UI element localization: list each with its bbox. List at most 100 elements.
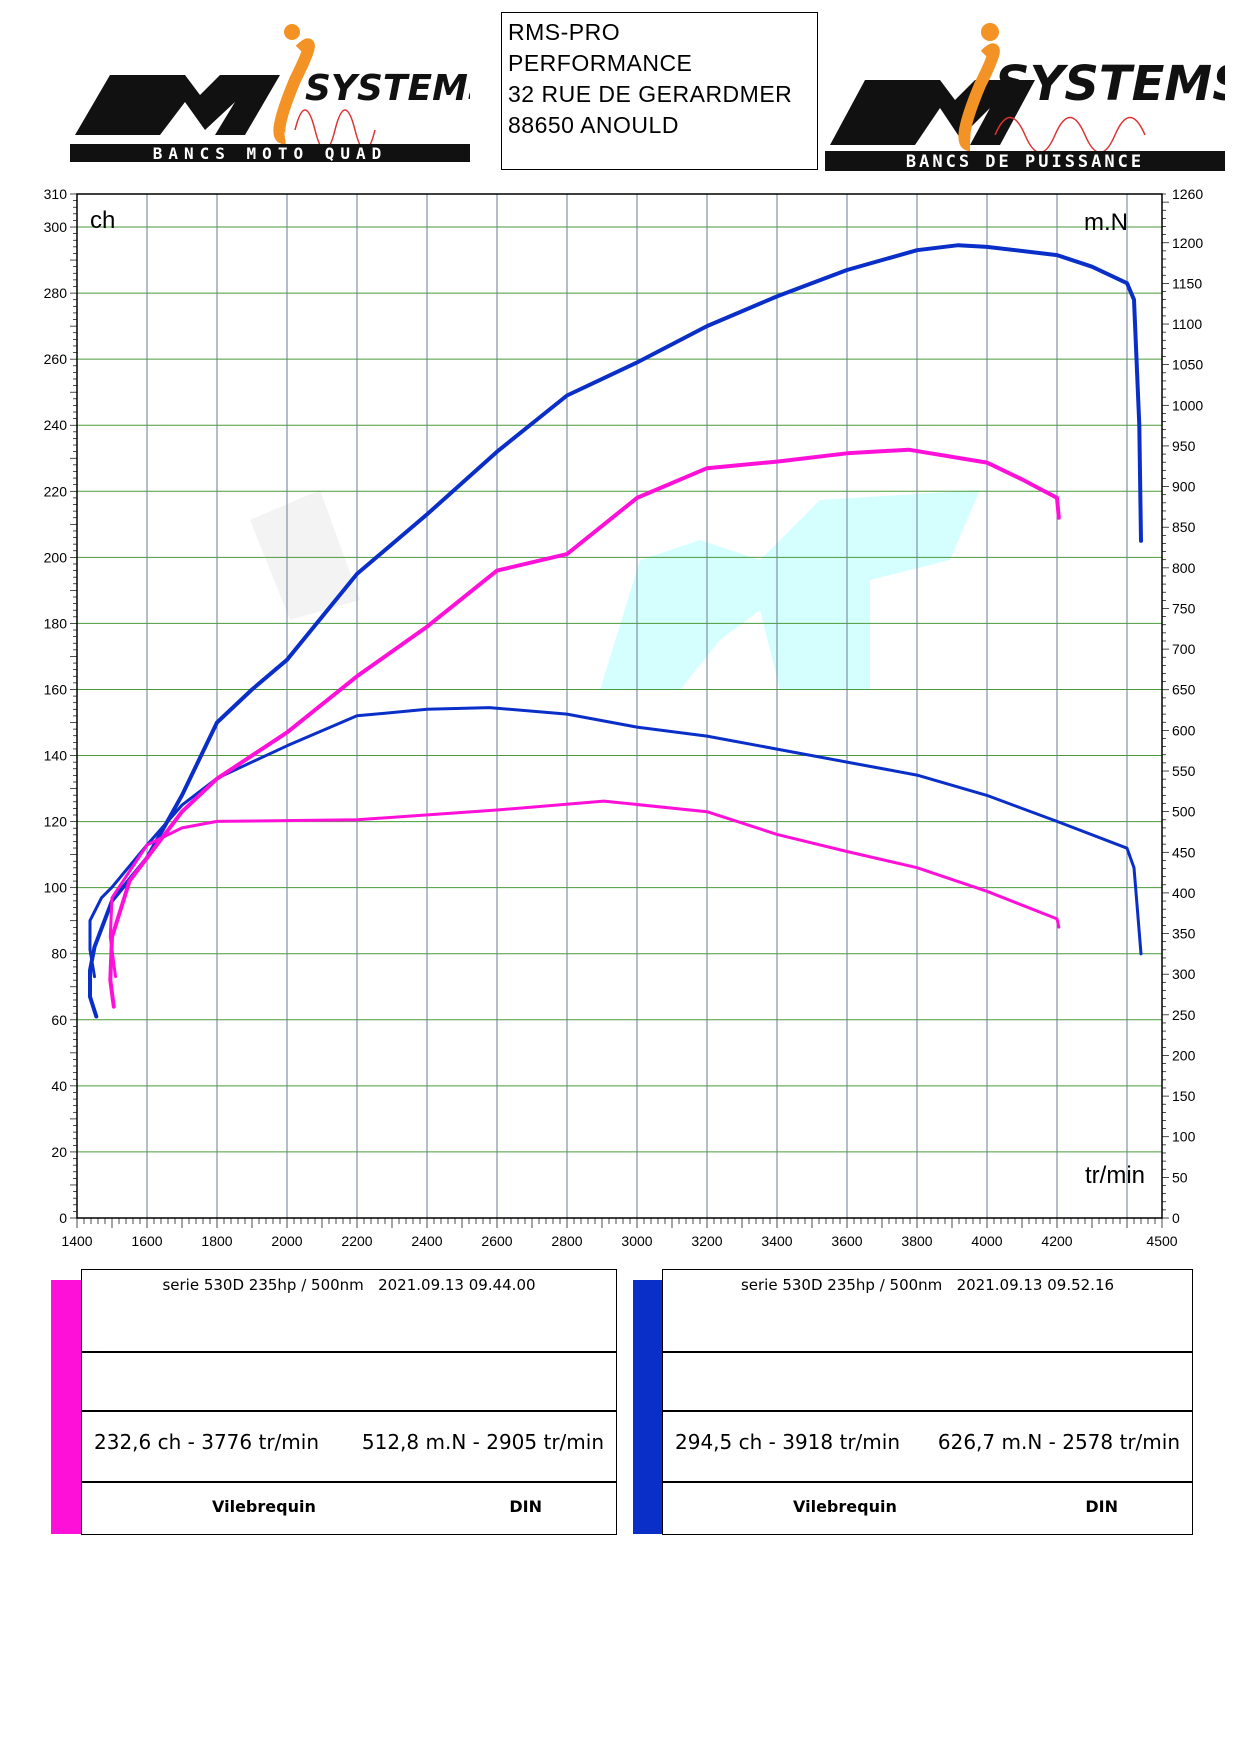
y2-tick-label: 1200 bbox=[1172, 235, 1203, 251]
x-tick-label: 1600 bbox=[131, 1233, 162, 1249]
x-tick-label: 2800 bbox=[551, 1233, 582, 1249]
x-tick-label: 4500 bbox=[1146, 1233, 1177, 1249]
y2-tick-label: 350 bbox=[1172, 926, 1196, 942]
y2-tick-label: 900 bbox=[1172, 479, 1196, 495]
y-tick-label: 220 bbox=[44, 483, 68, 499]
y2-tick-label: 300 bbox=[1172, 966, 1196, 982]
y2-tick-label: 750 bbox=[1172, 600, 1196, 616]
max-power: 232,6 ch - 3776 tr/min bbox=[94, 1430, 319, 1454]
y2-tick-label: 850 bbox=[1172, 519, 1196, 535]
y-tick-label: 80 bbox=[51, 946, 67, 962]
y2-tick-label: 150 bbox=[1172, 1088, 1196, 1104]
svg-text:SYSTEMS: SYSTEMS bbox=[995, 56, 1225, 112]
x-tick-label: 3600 bbox=[831, 1233, 862, 1249]
x-axis-label: tr/min bbox=[1085, 1162, 1145, 1189]
y-tick-label: 20 bbox=[51, 1144, 67, 1160]
dyno-chart: 0 20 40 60 80 100 120 140 160 180 200 220 240 260 280 3… bbox=[44, 186, 1204, 1249]
max-torque: 512,8 m.N - 2905 tr/min bbox=[361, 1430, 604, 1454]
y2-tick-label: 0 bbox=[1172, 1210, 1180, 1226]
svg-text:SYSTEMS: SYSTEMS bbox=[305, 68, 470, 109]
y2-axis-label: m.N bbox=[1084, 209, 1128, 236]
measure-mode: Vilebrequin bbox=[793, 1497, 897, 1516]
logo-bancs-moto-quad: SYSTEMS BANCS MOTO QUAD bbox=[70, 24, 470, 163]
y2-tick-label: 450 bbox=[1172, 844, 1196, 860]
y2-tick-label: 250 bbox=[1172, 1007, 1196, 1023]
row-divider bbox=[663, 1481, 1192, 1483]
y-tick-label: 0 bbox=[59, 1210, 67, 1226]
y-tick-label: 310 bbox=[44, 186, 68, 202]
torque-curve bbox=[108, 799, 1061, 979]
y2-tick-label: 1260 bbox=[1172, 186, 1203, 202]
y2-tick-label: 1100 bbox=[1172, 316, 1202, 332]
norm: DIN bbox=[509, 1497, 542, 1516]
y-tick-label: 240 bbox=[44, 417, 68, 433]
power-curve bbox=[88, 243, 1143, 1019]
x-tick-label: 1800 bbox=[201, 1233, 232, 1249]
y2-tick-label: 550 bbox=[1172, 763, 1196, 779]
y-tick-label: 180 bbox=[44, 615, 68, 631]
run-color-swatch bbox=[51, 1280, 81, 1534]
y-axis-label: ch bbox=[90, 207, 115, 234]
watermark bbox=[250, 490, 980, 690]
y2-tick-label: 50 bbox=[1172, 1169, 1188, 1185]
run-info-box: serie 530D 235hp / 500nm 2021.09.13 09.4… bbox=[81, 1269, 617, 1535]
x-tick-label: 3200 bbox=[691, 1233, 722, 1249]
row-divider bbox=[82, 1351, 616, 1353]
x-tick-label: 2600 bbox=[481, 1233, 512, 1249]
y-tick-label: 60 bbox=[51, 1012, 67, 1028]
y2-tick-label: 800 bbox=[1172, 560, 1196, 576]
y2-tick-label: 650 bbox=[1172, 682, 1196, 698]
logo-left-tagline: BANCS MOTO QUAD bbox=[153, 144, 388, 163]
y-tick-label: 120 bbox=[44, 814, 68, 830]
x-tick-label: 1400 bbox=[61, 1233, 92, 1249]
y2-tick-label: 950 bbox=[1172, 438, 1196, 454]
y2-tick-label: 600 bbox=[1172, 722, 1196, 738]
y-tick-label: 260 bbox=[44, 351, 68, 367]
logo-bancs-de-puissance: SYSTEMS BANCS DE PUISSANCE bbox=[825, 23, 1225, 172]
row-divider bbox=[663, 1410, 1192, 1412]
row-divider bbox=[663, 1351, 1192, 1353]
y-tick-label: 200 bbox=[44, 549, 68, 565]
y-tick-label: 40 bbox=[51, 1078, 67, 1094]
max-power: 294,5 ch - 3918 tr/min bbox=[675, 1430, 900, 1454]
row-divider bbox=[82, 1410, 616, 1412]
y2-tick-label: 400 bbox=[1172, 885, 1196, 901]
y-tick-label: 300 bbox=[44, 219, 68, 235]
run-title: serie 530D 235hp / 500nm 2021.09.13 09.4… bbox=[162, 1276, 536, 1294]
y2-tick-label: 200 bbox=[1172, 1047, 1196, 1063]
x-tick-label: 3000 bbox=[621, 1233, 652, 1249]
run-color-swatch bbox=[633, 1280, 663, 1534]
run-info-box: serie 530D 235hp / 500nm 2021.09.13 09.5… bbox=[662, 1269, 1193, 1535]
norm: DIN bbox=[1085, 1497, 1118, 1516]
address-box: RMS-PRO PERFORMANCE 32 RUE DE GERARDMER … bbox=[501, 12, 818, 170]
x-tick-label: 4000 bbox=[971, 1233, 1002, 1249]
x-tick-label: 4200 bbox=[1041, 1233, 1072, 1249]
row-divider bbox=[82, 1481, 616, 1483]
address-line: 32 RUE DE GERARDMER bbox=[508, 81, 793, 107]
x-tick-label: 2000 bbox=[271, 1233, 302, 1249]
plot-frame bbox=[76, 193, 1163, 1219]
address-line: RMS-PRO bbox=[508, 19, 621, 45]
max-torque: 626,7 m.N - 2578 tr/min bbox=[937, 1430, 1180, 1454]
measure-mode: Vilebrequin bbox=[212, 1497, 316, 1516]
y-tick-label: 140 bbox=[44, 748, 68, 764]
address-line: 88650 ANOULD bbox=[508, 112, 679, 138]
x-tick-label: 3800 bbox=[901, 1233, 932, 1249]
y2-tick-label: 700 bbox=[1172, 641, 1196, 657]
power-curve bbox=[108, 447, 1061, 1009]
run-title: serie 530D 235hp / 500nm 2021.09.13 09.5… bbox=[740, 1276, 1115, 1294]
y2-tick-label: 1050 bbox=[1172, 357, 1203, 373]
torque-curve bbox=[88, 706, 1143, 979]
y-tick-label: 160 bbox=[44, 681, 68, 697]
y2-tick-label: 1000 bbox=[1172, 397, 1203, 413]
y-tick-label: 100 bbox=[44, 880, 68, 896]
x-tick-label: 2200 bbox=[341, 1233, 372, 1249]
y2-tick-label: 1150 bbox=[1172, 275, 1202, 291]
y2-tick-label: 500 bbox=[1172, 804, 1196, 820]
address-line: PERFORMANCE bbox=[508, 50, 693, 76]
y-tick-label: 280 bbox=[44, 285, 68, 301]
logo-right-tagline: BANCS DE PUISSANCE bbox=[906, 152, 1144, 172]
x-tick-label: 3400 bbox=[761, 1233, 792, 1249]
y2-tick-label: 100 bbox=[1172, 1129, 1196, 1145]
